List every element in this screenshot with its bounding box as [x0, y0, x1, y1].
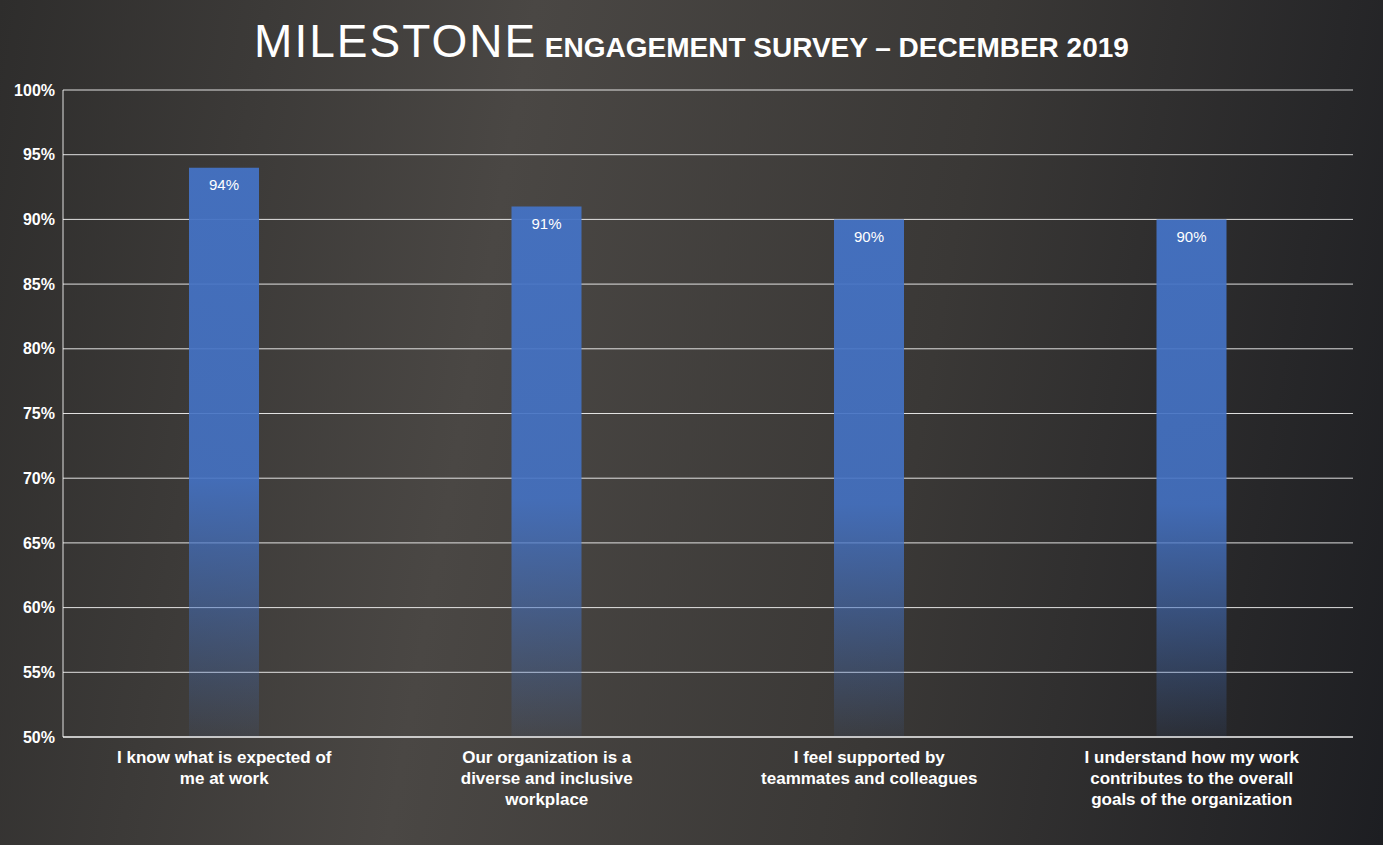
- svg-text:55%: 55%: [23, 664, 55, 681]
- svg-text:70%: 70%: [23, 470, 55, 487]
- svg-text:95%: 95%: [23, 146, 55, 163]
- svg-text:I know what is expected of: I know what is expected of: [117, 748, 332, 767]
- svg-text:60%: 60%: [23, 599, 55, 616]
- svg-text:diverse and inclusive: diverse and inclusive: [461, 769, 633, 788]
- svg-text:Our organization is a: Our organization is a: [462, 748, 632, 767]
- svg-text:teammates and colleagues: teammates and colleagues: [761, 769, 977, 788]
- svg-text:80%: 80%: [23, 340, 55, 357]
- svg-text:me at work: me at work: [180, 769, 269, 788]
- svg-text:I feel supported by: I feel supported by: [794, 748, 946, 767]
- svg-text:94%: 94%: [209, 176, 239, 193]
- svg-text:75%: 75%: [23, 405, 55, 422]
- svg-text:contributes to the overall: contributes to the overall: [1090, 769, 1293, 788]
- svg-text:85%: 85%: [23, 276, 55, 293]
- svg-text:50%: 50%: [23, 729, 55, 746]
- svg-text:goals of the organization: goals of the organization: [1091, 790, 1292, 809]
- svg-text:100%: 100%: [14, 82, 55, 99]
- svg-text:91%: 91%: [531, 215, 561, 232]
- svg-text:workplace: workplace: [504, 790, 588, 809]
- svg-text:I understand how my work: I understand how my work: [1085, 748, 1300, 767]
- svg-text:65%: 65%: [23, 535, 55, 552]
- svg-text:90%: 90%: [854, 228, 884, 245]
- svg-text:90%: 90%: [23, 211, 55, 228]
- html-text:MILESTONEENGAGEMENT SURVEY – D: MILESTONEENGAGEMENT SURVEY – DECEMBER 20…: [254, 15, 1129, 67]
- svg-text:90%: 90%: [1176, 228, 1206, 245]
